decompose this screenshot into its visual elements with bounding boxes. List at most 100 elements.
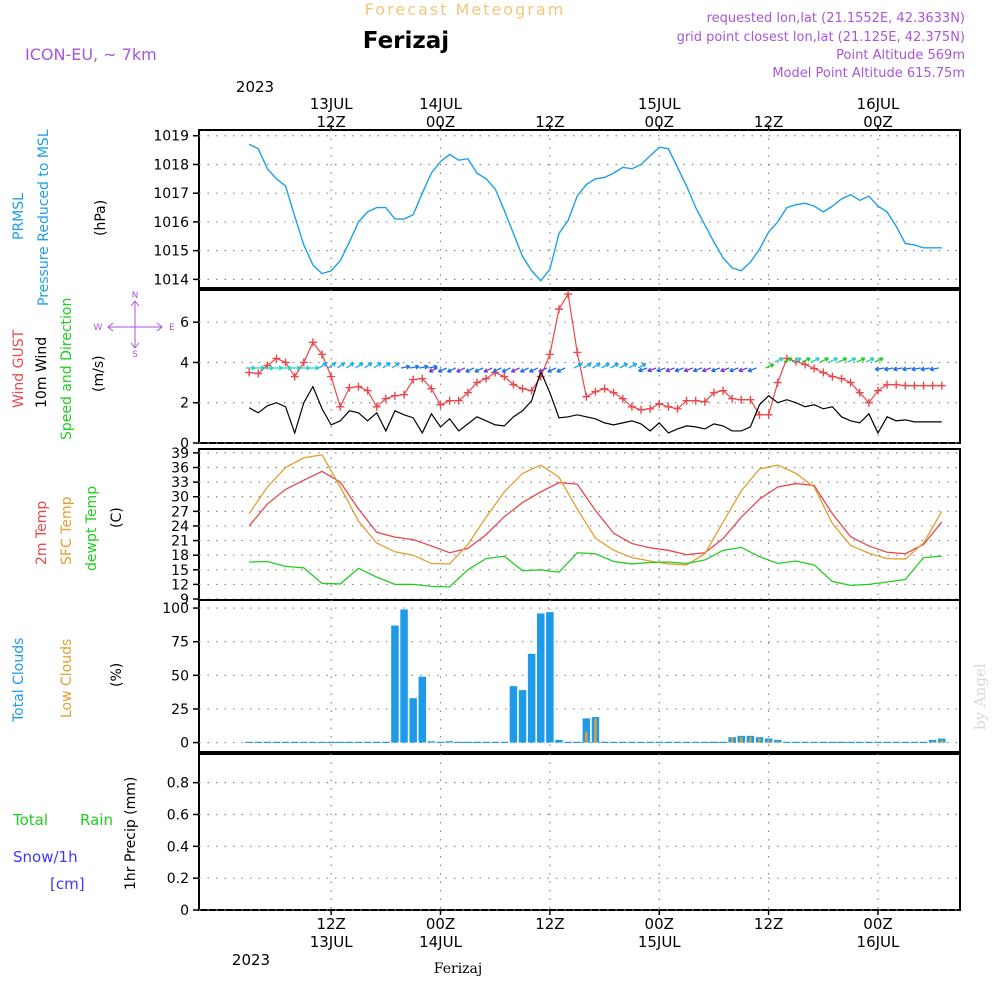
gust-marker: [281, 358, 290, 367]
top-hour-label: 00Z: [426, 113, 455, 131]
total-cloud-bar: [391, 625, 399, 743]
gust-marker: [937, 381, 946, 390]
top-date-label: 16JUL: [857, 95, 900, 113]
wind-direction-arrow: [547, 367, 557, 373]
gust-line: [249, 292, 942, 416]
total-cloud-bar: [846, 741, 855, 743]
gust-marker: [336, 402, 345, 411]
label-pressure-msl: Pressure Reduced to MSL: [36, 129, 52, 306]
pressure-panel: 1014 1015 1016 1017 1018 1019: [153, 129, 961, 289]
gust-marker: [409, 375, 418, 384]
compass-arrows: [107, 300, 163, 349]
wind-direction-arrow: [847, 357, 857, 363]
gust-marker: [719, 386, 728, 395]
total-cloud-bar: [783, 741, 791, 743]
wind-direction-arrow: [838, 357, 848, 363]
total-cloud-bar: [500, 741, 509, 743]
gust-marker: [436, 400, 445, 409]
total-cloud-bar: [473, 741, 481, 743]
wind-direction-arrow: [382, 362, 391, 369]
wind-direction-arrow: [883, 366, 894, 372]
gust-marker: [637, 405, 646, 414]
y-tick-label: 30: [171, 490, 189, 506]
total-cloud-bar: [801, 741, 809, 743]
panel-frame: [198, 129, 961, 289]
y-tick-label: 1018: [153, 157, 189, 173]
gust-marker: [855, 388, 864, 397]
total-cloud-bar: [318, 741, 326, 743]
gust-marker: [901, 381, 910, 390]
total-cloud-bar: [491, 741, 499, 743]
top-date-label: 14JUL: [419, 95, 462, 113]
low-cloud-bar: [931, 741, 934, 743]
wind-direction-arrow: [920, 366, 930, 372]
label-ms: (m/s): [91, 355, 107, 392]
gust-marker: [864, 398, 873, 407]
gust-marker: [254, 369, 263, 378]
label-1hr-precip: 1hr Precip (mm): [123, 777, 139, 890]
gust-marker: [372, 402, 381, 411]
y-tick-label: 25: [171, 702, 189, 718]
total-cloud-bar: [600, 741, 609, 743]
compass-south: S: [132, 350, 138, 360]
wind-direction-arrow: [465, 367, 475, 373]
wind-direction-arrow: [647, 367, 657, 373]
total-cloud-bar: [372, 741, 381, 743]
bottom-date-label: 16JUL: [857, 933, 900, 951]
gust-marker: [272, 354, 281, 363]
wind-direction-arrow: [729, 367, 739, 373]
wind-direction-arrow: [619, 362, 629, 369]
gust-marker: [646, 404, 655, 413]
gust-marker: [883, 380, 892, 389]
gust-marker: [518, 384, 527, 393]
panel-frame: [198, 448, 961, 601]
total-cloud-bar: [254, 741, 262, 743]
total-cloud-bar: [564, 741, 572, 743]
wind-direction-arrow: [683, 367, 693, 373]
label-snow: Snow/1h: [13, 848, 78, 866]
wind-direction-arrow: [428, 367, 438, 373]
y-tick-label: 6: [180, 315, 189, 331]
y-tick-label: 21: [171, 534, 189, 550]
top-year: 2023: [236, 78, 274, 96]
total-cloud-bar: [345, 741, 354, 743]
gust-marker: [463, 388, 472, 397]
clouds-panel: 0 25 50 75 100: [162, 599, 961, 753]
wind-direction-arrow: [929, 366, 939, 372]
bottom-hour-label: 12Z: [316, 915, 345, 933]
wind-direction-arrow: [510, 367, 520, 373]
temp-labels: 2m Temp SFC Temp dewpt Temp (C): [34, 486, 125, 571]
wind-direction-arrow: [628, 362, 638, 369]
wind-direction-arrow: [638, 367, 648, 373]
gust-marker: [928, 381, 937, 390]
y-tick-label: 100: [162, 601, 189, 617]
wind-direction-arrow: [592, 362, 601, 369]
total-cloud-bar: [382, 741, 390, 743]
low-cloud-bar: [594, 718, 597, 743]
gust-marker: [591, 387, 600, 396]
y-tick-label: 27: [171, 504, 189, 520]
wind-direction-arrow: [747, 367, 757, 373]
label-percent: (%): [109, 663, 125, 687]
wind-direction-arrow: [419, 364, 429, 370]
bottom-hour-label: 00Z: [863, 915, 892, 933]
low-cloud-bar: [749, 737, 752, 743]
requested-coords: requested lon,lat (21.1552E, 42.3633N): [707, 11, 965, 26]
label-hpa: (hPa): [93, 200, 109, 236]
total-cloud-bar: [537, 613, 545, 743]
wind-direction-arrow: [391, 362, 400, 369]
y-tick-label: 4: [180, 355, 189, 371]
bottom-hour-label: 12Z: [535, 915, 564, 933]
gust-marker: [454, 396, 463, 405]
total-cloud-bar: [436, 741, 445, 743]
bottom-hour-label: 00Z: [426, 915, 455, 933]
model-point-altitude: Model Point Altitude 615.75m: [772, 66, 965, 81]
wind-direction-arrow: [410, 364, 420, 370]
compass-north: N: [132, 291, 139, 301]
y-tick-label: 24: [171, 519, 189, 535]
wind-direction-arrow: [810, 357, 820, 363]
total-cloud-bar: [773, 739, 782, 743]
total-cloud-bar: [619, 741, 627, 743]
